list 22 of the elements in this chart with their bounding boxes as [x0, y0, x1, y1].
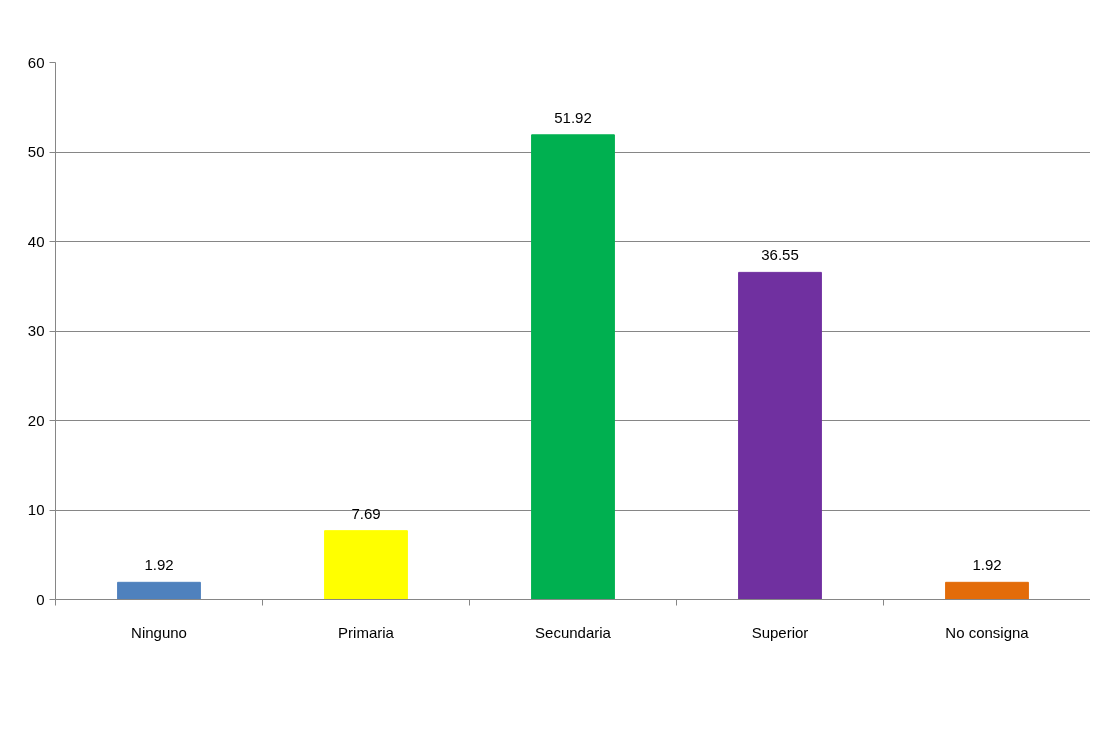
bar: [117, 581, 201, 600]
y-tick-label: 40: [27, 232, 45, 250]
y-tick-label: 20: [27, 411, 45, 429]
bar: [324, 530, 408, 600]
x-tick-label: Ninguno: [131, 623, 187, 641]
bar: [531, 134, 615, 600]
y-tick-label: 0: [36, 590, 45, 608]
data-label: 1.92: [144, 556, 174, 574]
x-tick-label: Primaria: [338, 623, 395, 641]
y-tick-label: 30: [27, 322, 45, 339]
data-label: 7.69: [351, 504, 381, 522]
y-tick-label: 50: [27, 143, 45, 160]
bar: [945, 581, 1029, 600]
x-tick-label: Secundaria: [535, 623, 612, 641]
data-label: 51.92: [554, 108, 592, 126]
x-tick-label: Superior: [751, 623, 809, 641]
y-tick-label: 10: [27, 501, 45, 518]
data-label: 36.55: [761, 246, 799, 264]
y-tick-label: 60: [27, 53, 45, 71]
data-label: 1.92: [972, 556, 1002, 574]
x-tick-label: No consigna: [945, 623, 1030, 641]
bar: [738, 271, 822, 600]
